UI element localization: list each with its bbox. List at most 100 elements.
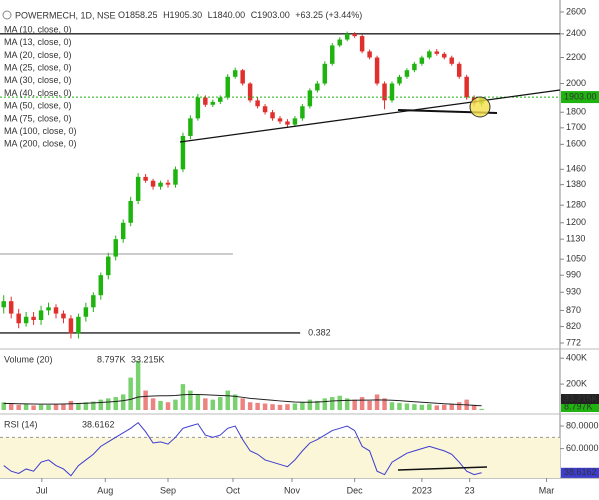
candle-body bbox=[61, 313, 66, 319]
indicator-label[interactable]: MA (100, close, 0) bbox=[4, 126, 77, 136]
y-tick-label: 820 bbox=[566, 321, 581, 331]
volume-bar bbox=[113, 397, 118, 410]
volume-value-box bbox=[561, 402, 599, 412]
candle-body bbox=[322, 63, 328, 84]
candle-body bbox=[218, 97, 223, 102]
y-tick-label: 2600 bbox=[566, 6, 586, 16]
candle-body bbox=[83, 307, 89, 317]
volume-bar bbox=[240, 398, 245, 410]
candle-body bbox=[307, 90, 313, 107]
x-tick-label: 2023 bbox=[412, 485, 432, 495]
volume-bar bbox=[195, 394, 201, 410]
indicator-label[interactable]: MA (10, close, 0) bbox=[4, 24, 72, 34]
volume-bar bbox=[337, 395, 342, 410]
volume-bar bbox=[277, 404, 283, 410]
indicator-label[interactable]: MA (20, close, 0) bbox=[4, 50, 72, 60]
candle-body bbox=[442, 53, 447, 58]
candle-body bbox=[374, 57, 380, 84]
highlight-circle bbox=[469, 96, 491, 118]
volume-ma-line bbox=[3, 393, 482, 407]
volume-bar bbox=[68, 400, 74, 410]
candle-body bbox=[1, 301, 6, 308]
ohlc-close: C1903.00 bbox=[251, 10, 290, 20]
volume-bar bbox=[389, 402, 395, 410]
y-tick-label: 1280 bbox=[566, 200, 586, 210]
volume-bar bbox=[188, 390, 193, 410]
y-tick-label: 1050 bbox=[566, 254, 586, 264]
volume-bar bbox=[315, 400, 320, 410]
candle-body bbox=[464, 76, 469, 98]
hline-label: 0.382 bbox=[308, 327, 331, 337]
volume-bar bbox=[404, 403, 410, 410]
candle-body bbox=[247, 83, 253, 101]
y-tick-label: 60.0000 bbox=[566, 443, 599, 453]
rsi-value-box bbox=[561, 467, 599, 478]
ohlc-low: L1840.00 bbox=[208, 10, 246, 20]
x-tick-label: Oct bbox=[226, 485, 241, 495]
indicator-label[interactable]: MA (75, close, 0) bbox=[4, 113, 72, 123]
y-tick-label: 1380 bbox=[566, 179, 586, 189]
volume-bar bbox=[98, 399, 104, 410]
volume-value-label: 33.215K bbox=[564, 393, 598, 403]
volume-bar bbox=[344, 398, 350, 410]
candle-body bbox=[106, 256, 111, 276]
volume-bar bbox=[442, 404, 447, 410]
volume-bar bbox=[232, 394, 238, 410]
volume-bar bbox=[330, 397, 335, 410]
x-tick-label: Dec bbox=[347, 485, 364, 495]
volume-bar bbox=[180, 384, 186, 410]
x-tick-label: Aug bbox=[97, 485, 113, 495]
rsi-title: RSI (14) bbox=[4, 419, 38, 429]
y-tick-label: 400K bbox=[566, 353, 587, 363]
candle-body bbox=[68, 318, 74, 334]
indicator-label[interactable]: MA (40, close, 0) bbox=[4, 88, 72, 98]
indicator-label[interactable]: MA (30, close, 0) bbox=[4, 75, 72, 85]
candle-body bbox=[46, 307, 51, 311]
rsi-value: 38.6162 bbox=[82, 419, 115, 429]
volume-bar bbox=[120, 394, 126, 410]
candle-body bbox=[240, 70, 245, 84]
candle-body bbox=[277, 118, 283, 122]
candle-body bbox=[210, 101, 216, 105]
candle-body bbox=[31, 316, 36, 320]
indicator-label[interactable]: MA (50, close, 0) bbox=[4, 101, 72, 111]
candle-body bbox=[352, 33, 357, 37]
candle-body bbox=[188, 118, 193, 136]
candle-body bbox=[98, 275, 104, 296]
candle-body bbox=[150, 180, 156, 187]
volume-bar bbox=[397, 402, 402, 410]
y-tick-label: 870 bbox=[566, 305, 581, 315]
candle-body bbox=[165, 182, 171, 185]
rsi-band bbox=[0, 437, 560, 478]
candle-body bbox=[232, 70, 238, 77]
volume-bar bbox=[471, 404, 477, 410]
volume-title: Volume (20) bbox=[4, 354, 53, 364]
rsi-support-line bbox=[397, 466, 488, 471]
volume-ma-value: 33.215K bbox=[131, 354, 165, 364]
volume-value: 8.797K bbox=[97, 354, 126, 364]
volume-bar bbox=[61, 403, 66, 410]
indicator-label[interactable]: MA (25, close, 0) bbox=[4, 62, 72, 72]
volume-bar bbox=[158, 400, 163, 410]
volume-bar bbox=[76, 402, 81, 410]
candle-body bbox=[359, 36, 365, 52]
volume-bar bbox=[91, 401, 96, 410]
volume-bar bbox=[218, 397, 223, 410]
candle-body bbox=[113, 239, 118, 257]
volume-bar bbox=[322, 398, 328, 410]
indicator-label[interactable]: MA (200, close, 0) bbox=[4, 139, 77, 149]
volume-bar bbox=[247, 402, 253, 410]
candle-body bbox=[300, 106, 305, 119]
candle-body bbox=[404, 70, 410, 77]
volume-bar bbox=[38, 404, 44, 410]
candle-body bbox=[180, 135, 186, 170]
y-tick-label: 200K bbox=[566, 378, 587, 388]
candle-body bbox=[292, 118, 298, 125]
indicator-label[interactable]: MA (13, close, 0) bbox=[4, 37, 72, 47]
rsi-value-label: 38.6162 bbox=[564, 467, 597, 477]
candle-body bbox=[419, 57, 425, 64]
volume-bar bbox=[128, 377, 133, 410]
candle-body bbox=[427, 51, 432, 58]
